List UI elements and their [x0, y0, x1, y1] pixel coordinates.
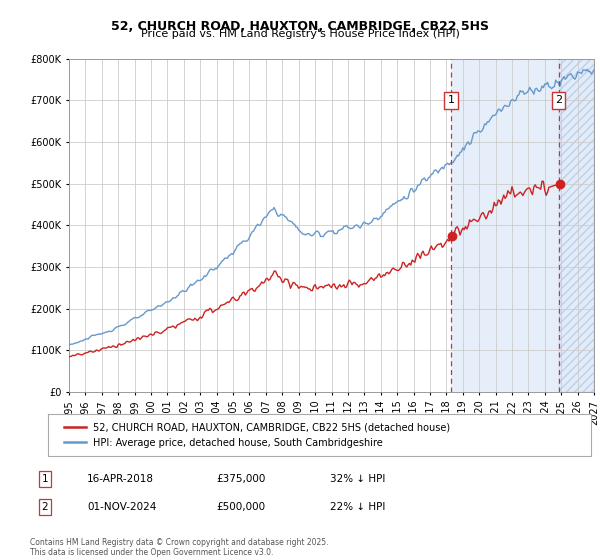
Text: 32% ↓ HPI: 32% ↓ HPI: [330, 474, 385, 484]
Text: 16-APR-2018: 16-APR-2018: [87, 474, 154, 484]
Text: 52, CHURCH ROAD, HAUXTON, CAMBRIDGE, CB22 5HS: 52, CHURCH ROAD, HAUXTON, CAMBRIDGE, CB2…: [111, 20, 489, 32]
Bar: [559, 59, 594, 392]
Text: Contains HM Land Registry data © Crown copyright and database right 2025.
This d: Contains HM Land Registry data © Crown c…: [30, 538, 329, 557]
Text: £500,000: £500,000: [216, 502, 265, 512]
Text: 2: 2: [41, 502, 49, 512]
Text: 22% ↓ HPI: 22% ↓ HPI: [330, 502, 385, 512]
Text: 01-NOV-2024: 01-NOV-2024: [87, 502, 157, 512]
Text: 1: 1: [41, 474, 49, 484]
Text: Price paid vs. HM Land Registry's House Price Index (HPI): Price paid vs. HM Land Registry's House …: [140, 29, 460, 39]
Text: £375,000: £375,000: [216, 474, 265, 484]
Bar: [559, 59, 594, 392]
Text: 2: 2: [555, 95, 562, 105]
Text: 1: 1: [448, 95, 455, 105]
Bar: [451, 59, 594, 392]
Legend: 52, CHURCH ROAD, HAUXTON, CAMBRIDGE, CB22 5HS (detached house), HPI: Average pri: 52, CHURCH ROAD, HAUXTON, CAMBRIDGE, CB2…: [58, 417, 456, 454]
